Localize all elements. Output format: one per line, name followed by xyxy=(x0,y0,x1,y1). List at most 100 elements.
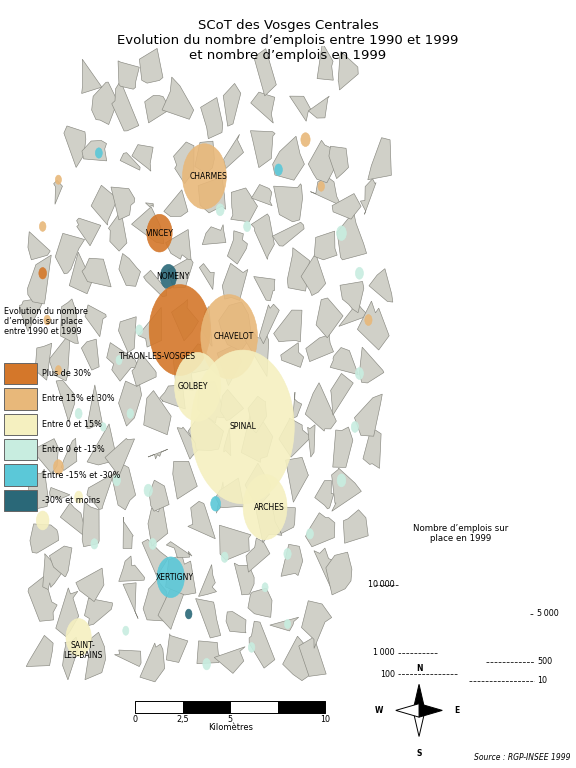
Polygon shape xyxy=(60,299,78,343)
Polygon shape xyxy=(337,212,366,260)
Circle shape xyxy=(55,175,62,184)
Polygon shape xyxy=(188,502,215,538)
Polygon shape xyxy=(166,634,188,663)
Circle shape xyxy=(96,147,103,158)
Polygon shape xyxy=(340,282,364,313)
Polygon shape xyxy=(331,373,353,415)
Polygon shape xyxy=(259,304,279,344)
Polygon shape xyxy=(217,482,226,513)
Text: THAON-LES-VOSGES: THAON-LES-VOSGES xyxy=(119,353,196,361)
Circle shape xyxy=(337,474,346,487)
Text: Entre 15% et 30%: Entre 15% et 30% xyxy=(42,395,115,403)
Polygon shape xyxy=(273,507,295,534)
Polygon shape xyxy=(223,84,241,126)
Polygon shape xyxy=(131,207,164,243)
FancyBboxPatch shape xyxy=(5,388,37,409)
Text: 1 000: 1 000 xyxy=(373,648,395,657)
Polygon shape xyxy=(140,643,165,682)
Polygon shape xyxy=(301,253,325,296)
Text: 0: 0 xyxy=(133,715,138,723)
Polygon shape xyxy=(111,187,135,220)
Circle shape xyxy=(351,422,359,432)
Text: SAINT-
LES-BAINS: SAINT- LES-BAINS xyxy=(63,641,103,660)
Polygon shape xyxy=(63,637,79,680)
Text: 2,5: 2,5 xyxy=(177,715,189,723)
Circle shape xyxy=(185,609,192,619)
Polygon shape xyxy=(105,439,135,476)
Polygon shape xyxy=(142,539,168,582)
Polygon shape xyxy=(195,141,214,174)
Polygon shape xyxy=(82,59,102,94)
Polygon shape xyxy=(363,430,381,468)
Polygon shape xyxy=(56,380,75,422)
Text: S: S xyxy=(416,749,422,758)
Polygon shape xyxy=(245,463,271,506)
Polygon shape xyxy=(223,428,231,455)
Text: CHAVELOT: CHAVELOT xyxy=(214,333,254,341)
Polygon shape xyxy=(308,96,329,118)
Polygon shape xyxy=(413,684,425,710)
Circle shape xyxy=(39,222,46,231)
Text: Entre -15% et -30%: Entre -15% et -30% xyxy=(42,471,120,479)
Polygon shape xyxy=(187,344,212,373)
Polygon shape xyxy=(314,548,338,591)
Text: Entre 0 et -15%: Entre 0 et -15% xyxy=(42,445,105,454)
Circle shape xyxy=(301,133,310,147)
Polygon shape xyxy=(120,153,140,170)
Polygon shape xyxy=(87,385,102,429)
Polygon shape xyxy=(143,270,166,296)
Text: Entre 0 et 15%: Entre 0 et 15% xyxy=(42,420,102,429)
Circle shape xyxy=(183,144,226,209)
Polygon shape xyxy=(20,299,42,332)
Text: E: E xyxy=(454,706,460,715)
Polygon shape xyxy=(119,381,142,426)
Text: Source : RGP-INSEE 1999: Source : RGP-INSEE 1999 xyxy=(473,753,570,762)
Polygon shape xyxy=(35,343,52,380)
Polygon shape xyxy=(112,463,135,510)
FancyBboxPatch shape xyxy=(5,439,37,460)
Polygon shape xyxy=(27,469,48,510)
Polygon shape xyxy=(228,230,248,264)
Polygon shape xyxy=(85,632,105,680)
Polygon shape xyxy=(338,51,358,90)
Polygon shape xyxy=(148,504,168,546)
Polygon shape xyxy=(293,392,302,419)
Polygon shape xyxy=(166,555,196,595)
Polygon shape xyxy=(234,563,254,595)
Polygon shape xyxy=(198,177,226,213)
Polygon shape xyxy=(241,412,272,462)
Polygon shape xyxy=(164,190,188,217)
Circle shape xyxy=(157,557,184,598)
Polygon shape xyxy=(61,439,77,471)
Polygon shape xyxy=(50,336,70,381)
Polygon shape xyxy=(248,588,272,617)
Text: 5 000: 5 000 xyxy=(537,609,559,618)
Polygon shape xyxy=(198,382,225,423)
Polygon shape xyxy=(85,305,106,336)
Text: VINCEY: VINCEY xyxy=(146,229,173,237)
Polygon shape xyxy=(162,77,194,119)
Circle shape xyxy=(355,267,363,280)
Polygon shape xyxy=(149,480,169,511)
Circle shape xyxy=(123,626,129,635)
Polygon shape xyxy=(160,386,185,409)
Polygon shape xyxy=(290,96,310,121)
Polygon shape xyxy=(223,134,244,169)
Polygon shape xyxy=(279,418,311,457)
Circle shape xyxy=(318,181,324,191)
Circle shape xyxy=(113,475,120,486)
Circle shape xyxy=(149,538,157,549)
Polygon shape xyxy=(299,636,326,677)
Polygon shape xyxy=(332,194,361,219)
Polygon shape xyxy=(339,300,369,326)
Text: 5: 5 xyxy=(228,715,233,723)
Text: -30% et moins: -30% et moins xyxy=(42,496,100,505)
Text: 500: 500 xyxy=(537,657,552,667)
Circle shape xyxy=(221,552,228,562)
Polygon shape xyxy=(201,306,212,346)
Polygon shape xyxy=(329,146,348,179)
Polygon shape xyxy=(54,180,62,204)
Polygon shape xyxy=(219,302,252,351)
Polygon shape xyxy=(283,636,313,680)
Polygon shape xyxy=(274,184,302,222)
